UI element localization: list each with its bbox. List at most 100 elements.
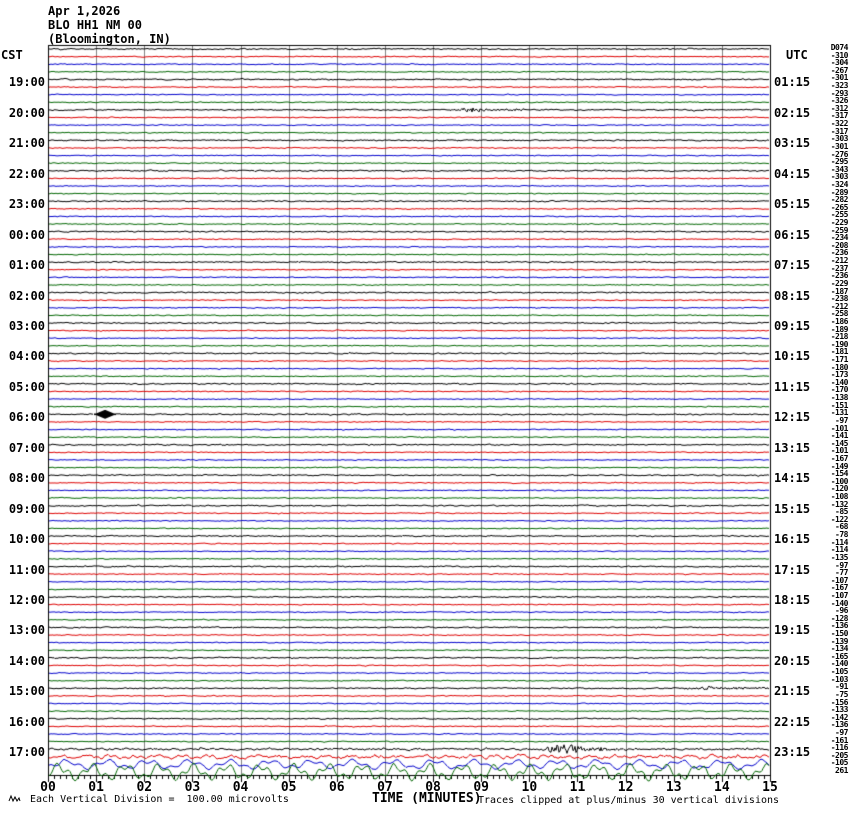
offset-value: -317 — [830, 111, 849, 121]
hour-label-left: 22:00 — [8, 166, 45, 181]
hour-label-right: 09:15 — [774, 318, 811, 333]
offset-value: -190 — [830, 339, 849, 349]
hour-label-left: 16:00 — [8, 714, 45, 729]
offset-value: -101 — [830, 446, 849, 456]
hour-label-right: 02:15 — [774, 105, 811, 120]
offset-value: -139 — [830, 636, 849, 646]
offset-value: -208 — [830, 240, 849, 250]
offset-value: -343 — [830, 164, 849, 174]
hour-label-left: 15:00 — [8, 684, 45, 699]
header-date: Apr 1,2026 — [48, 4, 121, 18]
hour-label-right: 11:15 — [774, 379, 811, 394]
hour-label-left: 19:00 — [8, 75, 45, 90]
offset-value: -282 — [830, 195, 849, 205]
offset-value: -238 — [830, 294, 849, 304]
offset-value: -301 — [830, 141, 849, 151]
offset-value: -101 — [830, 423, 849, 433]
hour-label-right: 07:15 — [774, 258, 811, 273]
left-timezone-label: CST — [1, 48, 23, 62]
hour-label-left: 00:00 — [8, 227, 45, 242]
offset-value: -295 — [830, 157, 849, 167]
hour-label-left: 20:00 — [8, 105, 45, 120]
hour-label-left: 21:00 — [8, 136, 45, 151]
offset-value: -303 — [830, 134, 849, 144]
hour-label-left: 17:00 — [8, 745, 45, 760]
hour-label-right: 20:15 — [774, 653, 811, 668]
offset-value: -142 — [830, 712, 849, 722]
offset-value: -304 — [830, 58, 849, 68]
hour-label-right: 04:15 — [774, 166, 811, 181]
x-tick-label: 15 — [762, 780, 778, 795]
offset-value: -229 — [830, 218, 849, 228]
hour-label-left: 07:00 — [8, 440, 45, 455]
offset-value: -151 — [830, 400, 849, 410]
offset-value: -258 — [830, 309, 849, 319]
hour-label-right: 03:15 — [774, 136, 811, 151]
offset-value: -105 — [830, 667, 849, 677]
x-tick-label: 06 — [328, 780, 345, 795]
squiggle-icon — [8, 794, 21, 803]
hour-label-right: 15:15 — [774, 501, 811, 516]
offset-value: -255 — [830, 210, 849, 220]
header-location: (Bloomington, IN) — [48, 32, 171, 46]
offset-value: -149 — [830, 461, 849, 471]
offset-value: -122 — [830, 514, 849, 524]
x-tick-label: 02 — [136, 780, 153, 795]
offset-value: -161 — [830, 735, 849, 745]
hour-label-left: 13:00 — [8, 623, 45, 638]
offset-value: -187 — [830, 286, 849, 296]
hour-label-right: 08:15 — [774, 288, 811, 303]
offset-value: -289 — [830, 187, 849, 197]
x-tick-label: 14 — [714, 780, 730, 795]
offset-value: -114 — [830, 537, 849, 547]
offset-value: -145 — [830, 438, 849, 448]
x-tick-label: 04 — [232, 780, 249, 795]
offset-value: 261 — [835, 765, 848, 775]
offset-value: -212 — [830, 301, 849, 311]
x-axis-title: TIME (MINUTES) — [372, 791, 482, 806]
offset-value: -150 — [830, 629, 849, 638]
hour-label-left: 23:00 — [8, 197, 45, 212]
offset-value: -317 — [830, 126, 849, 136]
offset-value: -97 — [835, 415, 848, 425]
header-station: BLO HH1 NM 00 — [48, 18, 142, 32]
offset-value: -68 — [835, 522, 848, 532]
offset-value: -100 — [830, 476, 849, 486]
hour-label-left: 02:00 — [8, 288, 45, 303]
x-tick-label: 13 — [665, 780, 682, 795]
offset-value: -154 — [830, 469, 849, 479]
hour-label-right: 18:15 — [774, 592, 811, 607]
offset-value: -180 — [830, 362, 849, 372]
offset-value: -128 — [830, 613, 849, 623]
hour-label-left: 04:00 — [8, 349, 45, 364]
scale-note: Each Vertical Division = 100.00 microvol… — [30, 794, 289, 805]
offset-value: D074 — [830, 43, 849, 52]
offset-value: -96 — [835, 606, 848, 616]
hour-label-left: 14:00 — [8, 653, 45, 668]
offset-value: -212 — [830, 256, 849, 266]
offset-value: -234 — [830, 233, 849, 243]
offset-value: -105 — [830, 758, 849, 768]
hour-label-right: 10:15 — [774, 349, 811, 364]
x-tick-label: 09 — [473, 780, 490, 795]
offset-value: -173 — [830, 370, 849, 380]
offset-value: -312 — [830, 103, 849, 113]
offset-value: -323 — [830, 81, 849, 91]
offset-value: -75 — [835, 689, 848, 699]
offset-value: -140 — [830, 377, 849, 387]
offset-value: -326 — [830, 96, 849, 106]
offset-value: -186 — [830, 316, 849, 326]
hour-label-right: 05:15 — [774, 197, 811, 212]
offset-value: -138 — [830, 393, 849, 403]
offset-value: -236 — [830, 248, 849, 258]
x-tick-label: 11 — [569, 780, 586, 795]
offset-value: -156 — [830, 697, 849, 707]
offset-value: -77 — [835, 568, 848, 578]
hour-label-right: 14:15 — [774, 471, 811, 486]
hour-label-right: 16:15 — [774, 532, 811, 547]
offset-value: -140 — [830, 659, 849, 669]
hour-label-right: 23:15 — [774, 745, 811, 760]
offset-value: -97 — [835, 727, 848, 737]
x-tick-label: 10 — [521, 780, 538, 795]
